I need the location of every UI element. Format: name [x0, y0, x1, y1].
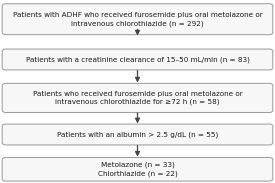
FancyBboxPatch shape	[2, 157, 273, 181]
Text: Metolazone (n = 33)
Chlorthiazide (n = 22): Metolazone (n = 33) Chlorthiazide (n = 2…	[98, 162, 177, 177]
FancyBboxPatch shape	[2, 4, 273, 35]
FancyBboxPatch shape	[2, 83, 273, 112]
FancyBboxPatch shape	[2, 49, 273, 70]
Text: Patients with a creatinine clearance of 15–50 mL/min (n = 83): Patients with a creatinine clearance of …	[26, 56, 249, 63]
FancyBboxPatch shape	[2, 124, 273, 145]
Text: Patients who received furosemide plus oral metolazone or
intravenous chlorothiaz: Patients who received furosemide plus or…	[33, 91, 242, 105]
Text: Patients with an albumin > 2.5 g/dL (n = 55): Patients with an albumin > 2.5 g/dL (n =…	[57, 131, 218, 138]
Text: Patients with ADHF who received furosemide plus oral metolazone or
intravenous c: Patients with ADHF who received furosemi…	[13, 12, 262, 27]
